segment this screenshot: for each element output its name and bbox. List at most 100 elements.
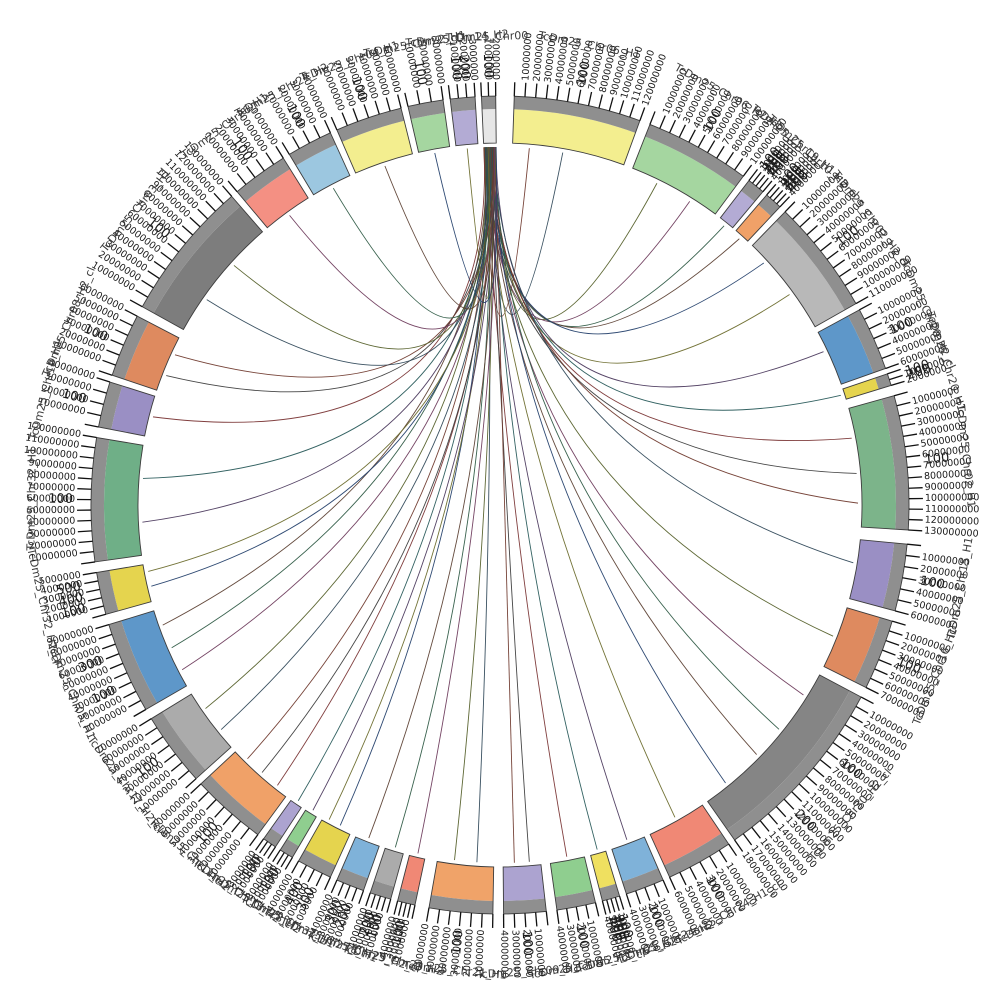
axis-tick	[90, 606, 104, 609]
axis-tick	[223, 814, 232, 825]
axis-tick	[820, 760, 831, 769]
axis-tick	[670, 877, 676, 890]
axis-tick	[387, 899, 391, 912]
axis-tick	[891, 381, 904, 385]
axis-tick	[698, 135, 705, 147]
axis-tick	[717, 146, 724, 158]
axis-tick	[839, 734, 851, 742]
axis-tick	[198, 209, 208, 219]
axis-tick	[904, 567, 918, 569]
axis-tick	[907, 466, 921, 467]
axis-tick	[83, 573, 97, 575]
axis-tick	[827, 751, 838, 759]
axis-tick	[457, 84, 458, 98]
axis-tick	[164, 754, 175, 763]
axis-tick	[282, 142, 289, 154]
axis-tick	[206, 201, 216, 211]
major-tick-label: 100	[519, 931, 535, 957]
axis-tick	[106, 654, 119, 659]
axis-tick	[650, 111, 655, 124]
axis-tick	[792, 792, 802, 802]
axis-tick	[191, 784, 201, 794]
axis-tick	[567, 909, 569, 923]
axis-tick	[382, 898, 386, 911]
axis-tick	[752, 827, 761, 838]
axis-tick	[130, 300, 142, 307]
axis-tick	[90, 401, 104, 404]
sector-TcDm25_Chr30_H2_cl: 1000000020000000300000004000000050000000…	[708, 675, 915, 901]
axis-tick	[134, 710, 146, 717]
axis-tick	[106, 350, 119, 355]
axis-tick	[813, 768, 824, 777]
axis-tick	[214, 193, 223, 203]
axis-tick	[897, 402, 911, 405]
axis-tick	[250, 835, 258, 846]
axis-tick	[654, 884, 659, 897]
axis-tick	[861, 697, 873, 704]
axis-tick	[276, 146, 283, 158]
axis-tick	[906, 555, 920, 557]
axis-tick	[342, 113, 347, 126]
axis-tick	[901, 423, 915, 426]
axis-tick	[470, 913, 471, 927]
axis-tick	[92, 614, 105, 618]
axis-tick	[80, 457, 94, 459]
axis-tick	[578, 90, 581, 104]
axis-tick	[292, 861, 299, 873]
axis-tick	[864, 313, 876, 319]
axis-tick	[190, 217, 200, 227]
axis-tick	[663, 880, 669, 893]
axis-tick	[546, 911, 548, 925]
axis-tick	[807, 226, 818, 235]
link-layer	[142, 147, 858, 863]
axis-tick	[845, 278, 857, 286]
axis-tick	[869, 323, 882, 329]
link	[495, 147, 779, 729]
axis-tick	[689, 130, 695, 142]
axis-tick	[256, 159, 264, 170]
axis-tick	[595, 903, 598, 917]
axis-tick	[735, 158, 743, 169]
axis-tick	[874, 333, 887, 339]
axis-tick	[670, 120, 676, 133]
axis-tick	[615, 897, 619, 910]
axis-tick	[793, 209, 803, 219]
axis-tick	[331, 117, 337, 130]
axis-tick	[86, 589, 100, 592]
axis-tick	[568, 88, 570, 102]
axis-tick	[839, 269, 851, 277]
link	[494, 147, 853, 563]
axis-tick	[466, 83, 467, 97]
axis-tick	[660, 116, 665, 129]
axis-tick	[266, 153, 274, 165]
axis-tick	[889, 375, 902, 379]
axis-tick	[827, 251, 838, 259]
axis-tick	[427, 908, 429, 922]
axis-tick	[353, 108, 358, 121]
axis-tick	[586, 905, 589, 919]
axis-tick	[308, 869, 314, 881]
major-tick-label: 100	[48, 492, 73, 507]
axis-tick	[364, 104, 369, 117]
axis-tick	[84, 581, 98, 584]
axis-tick	[429, 88, 431, 102]
major-tick-label: 100	[449, 929, 466, 955]
axis-tick	[417, 90, 420, 104]
axis-tick	[626, 894, 630, 907]
axis-tick	[536, 84, 537, 98]
axis-tick	[902, 578, 916, 580]
axis-tick	[845, 725, 857, 733]
axis-tick	[222, 186, 231, 197]
link	[487, 147, 756, 754]
axis-tick	[576, 907, 579, 921]
axis-tick	[814, 234, 825, 243]
axis-tick	[589, 92, 592, 106]
axis-tick	[398, 95, 401, 109]
link	[484, 147, 675, 817]
axis-tick	[85, 424, 99, 427]
axis-tick	[115, 330, 128, 336]
axis-tick	[412, 905, 415, 919]
axis-tick	[859, 303, 871, 310]
axis-tick	[178, 771, 189, 780]
